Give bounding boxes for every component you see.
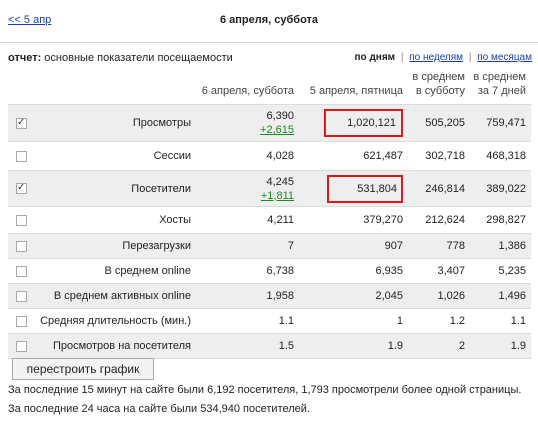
- prev-day-link[interactable]: << 5 апр: [8, 14, 52, 26]
- yesterday-value: 379,270: [299, 206, 408, 234]
- table-row: Перезагрузки 7 907 778 1,386: [8, 233, 531, 259]
- period-separator: |: [400, 52, 404, 63]
- top-bar: << 5 апр 6 апреля, суббота: [0, 0, 538, 43]
- today-value: 4,028: [196, 141, 299, 171]
- table-header-row: 6 апреля, суббота 5 апреля, пятница в ср…: [8, 66, 531, 105]
- avg-saturday-value: 778: [408, 233, 470, 259]
- row-label: Просмотры: [32, 104, 196, 142]
- period-by-weeks-link[interactable]: по неделям: [409, 52, 464, 63]
- avg-saturday-value: 212,624: [408, 206, 470, 234]
- avg-saturday-value: 246,814: [408, 170, 470, 207]
- period-switcher: по дням | по неделям | по месяцам: [355, 52, 532, 63]
- row-label: Средняя длительность (мин.): [32, 308, 196, 334]
- table-row: В среднем online 6,738 6,935 3,407 5,235: [8, 258, 531, 284]
- yesterday-value: 6,935: [299, 258, 408, 284]
- row-checkbox[interactable]: [16, 181, 27, 195]
- table-row: Просмотров на посетителя 1.5 1.9 2 1.9: [8, 333, 531, 359]
- table-row: Посетители 4,245+1,811 531,804 246,814 3…: [8, 170, 531, 207]
- col-header-avg-saturday: в среднем в субботу: [412, 71, 465, 97]
- today-value: 1,958: [196, 283, 299, 309]
- delta-link[interactable]: +2,615: [260, 124, 294, 136]
- yesterday-value: 1: [299, 308, 408, 334]
- yesterday-value: 2,045: [299, 283, 408, 309]
- col-header-avg-7days: в среднем за 7 дней: [473, 71, 526, 97]
- rebuild-chart-button[interactable]: перестроить график: [12, 358, 154, 380]
- row-label: Перезагрузки: [32, 233, 196, 259]
- row-checkbox[interactable]: [16, 116, 27, 130]
- row-label: В среднем активных online: [32, 283, 196, 309]
- row-label: В среднем online: [32, 258, 196, 284]
- table-row: Просмотры 6,390+2,615 1,020,121 505,205 …: [8, 104, 531, 142]
- today-value: 1.5: [196, 333, 299, 359]
- avg-saturday-value: 505,205: [408, 104, 470, 142]
- footer-last-15-min: За последние 15 минут на сайте были 6,19…: [8, 384, 522, 396]
- today-value: 4,211: [196, 206, 299, 234]
- period-by-months-link[interactable]: по месяцам: [477, 52, 532, 63]
- avg-saturday-value: 1,026: [408, 283, 470, 309]
- today-value: 6,738: [196, 258, 299, 284]
- delta-link[interactable]: +1,811: [260, 189, 294, 202]
- avg-7days-value: 1,496: [470, 283, 531, 309]
- yesterday-value: 907: [299, 233, 408, 259]
- page-title: 6 апреля, суббота: [219, 14, 319, 26]
- avg-7days-value: 1.9: [470, 333, 531, 359]
- table-row: Средняя длительность (мин.) 1.1 1 1.2 1.…: [8, 308, 531, 334]
- stats-table: 6 апреля, суббота 5 апреля, пятница в ср…: [8, 66, 531, 359]
- report-label: отчет:: [8, 52, 42, 64]
- period-separator: |: [468, 52, 472, 63]
- highlighted-value: 1,020,121: [324, 109, 403, 137]
- avg-7days-value: 1,386: [470, 233, 531, 259]
- table-row: Хосты 4,211 379,270 212,624 298,827: [8, 206, 531, 234]
- avg-7days-value: 389,022: [470, 170, 531, 207]
- avg-7days-value: 759,471: [470, 104, 531, 142]
- period-by-days: по дням: [354, 52, 396, 63]
- today-value: 1.1: [196, 308, 299, 334]
- yesterday-value: 621,487: [299, 141, 408, 171]
- footer-last-24-hours: За последние 24 часа на сайте были 534,9…: [8, 403, 310, 415]
- avg-saturday-value: 302,718: [408, 141, 470, 171]
- today-value: 4,245: [266, 175, 294, 188]
- row-label: Просмотров на посетителя: [32, 333, 196, 359]
- today-value: 7: [196, 233, 299, 259]
- row-checkbox[interactable]: [16, 214, 27, 226]
- row-label: Посетители: [32, 170, 196, 207]
- avg-7days-value: 5,235: [470, 258, 531, 284]
- row-checkbox[interactable]: [16, 265, 27, 277]
- row-label: Хосты: [32, 206, 196, 234]
- today-value: 6,390: [266, 110, 294, 122]
- table-row: Сессии 4,028 621,487 302,718 468,318: [8, 141, 531, 171]
- row-checkbox[interactable]: [16, 340, 27, 352]
- avg-7days-value: 298,827: [470, 206, 531, 234]
- row-checkbox[interactable]: [16, 150, 27, 162]
- avg-saturday-value: 3,407: [408, 258, 470, 284]
- col-header-yesterday: 5 апреля, пятница: [309, 85, 403, 97]
- report-line: отчет: основные показатели посещаемости: [8, 52, 233, 64]
- col-header-today: 6 апреля, суббота: [201, 85, 294, 97]
- row-checkbox[interactable]: [16, 315, 27, 327]
- row-checkbox[interactable]: [16, 290, 27, 302]
- report-name: основные показатели посещаемости: [41, 52, 233, 64]
- avg-7days-value: 1.1: [470, 308, 531, 334]
- table-row: В среднем активных online 1,958 2,045 1,…: [8, 283, 531, 309]
- row-checkbox[interactable]: [16, 240, 27, 252]
- yesterday-value: 1.9: [299, 333, 408, 359]
- row-label: Сессии: [32, 141, 196, 171]
- avg-saturday-value: 1.2: [408, 308, 470, 334]
- avg-saturday-value: 2: [408, 333, 470, 359]
- highlighted-value: 531,804: [327, 174, 403, 203]
- avg-7days-value: 468,318: [470, 141, 531, 171]
